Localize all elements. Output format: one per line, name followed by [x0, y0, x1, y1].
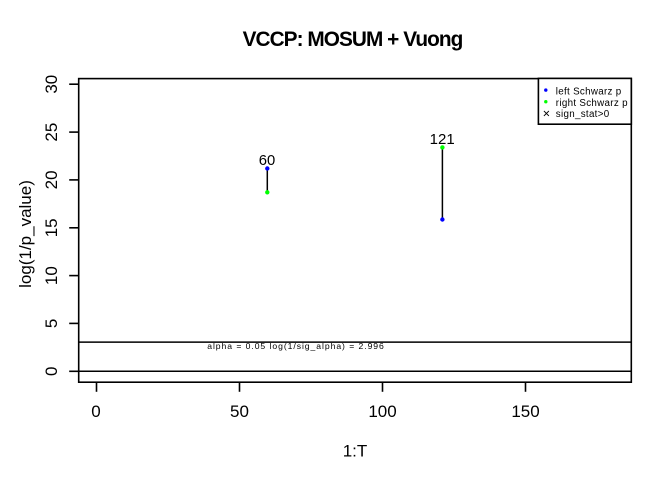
svg-text:1:T: 1:T	[343, 441, 368, 460]
svg-text:left Schwarz p: left Schwarz p	[556, 87, 622, 98]
svg-text:25: 25	[42, 123, 61, 142]
svg-text:100: 100	[368, 402, 396, 421]
svg-text:log(1/p_value): log(1/p_value)	[16, 180, 35, 288]
svg-text:0: 0	[42, 367, 61, 376]
svg-text:alpha = 0.05 log(1/sig_alpha): alpha = 0.05 log(1/sig_alpha) = 2.996	[207, 341, 385, 351]
svg-text:60: 60	[259, 153, 275, 169]
svg-text:30: 30	[42, 75, 61, 94]
svg-text:0: 0	[91, 402, 100, 421]
svg-text:15: 15	[42, 218, 61, 237]
svg-text:VCCP: MOSUM + Vuong: VCCP: MOSUM + Vuong	[243, 28, 463, 51]
svg-text:sign_stat>0: sign_stat>0	[556, 109, 610, 120]
svg-text:20: 20	[42, 170, 61, 189]
svg-text:150: 150	[511, 402, 539, 421]
svg-text:121: 121	[430, 131, 455, 148]
svg-text:10: 10	[42, 266, 61, 285]
svg-text:5: 5	[42, 319, 61, 328]
svg-text:50: 50	[230, 402, 249, 421]
svg-text:right Schwarz p: right Schwarz p	[556, 98, 628, 109]
